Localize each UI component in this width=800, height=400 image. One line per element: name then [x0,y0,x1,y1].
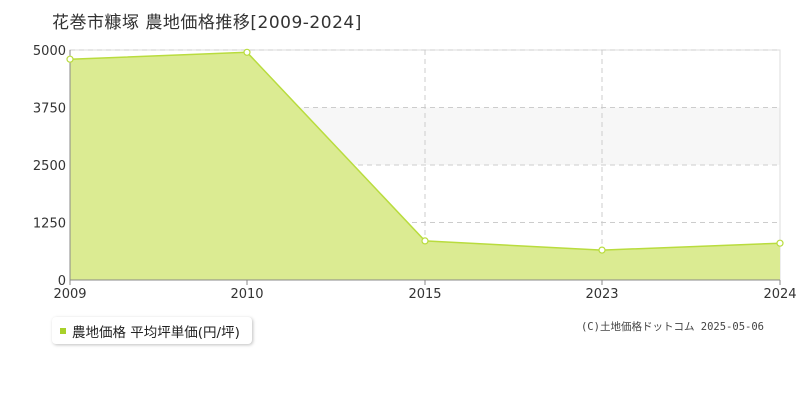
legend-label: 農地価格 平均坪単価(円/坪) [72,324,240,341]
y-tick-label: 2500 [33,159,66,174]
y-tick-label: 5000 [33,44,66,59]
data-point [66,55,74,63]
data-point [243,48,251,56]
data-point [421,237,429,245]
y-tick-label: 3750 [33,102,66,117]
data-point [776,239,784,247]
legend-swatch [60,327,66,334]
data-point [598,246,606,254]
y-tick-label: 0 [58,274,66,289]
y-tick-label: 1250 [33,217,66,232]
credit-text: (C)土地価格ドットコム 2025-05-06 [580,321,764,333]
legend: 農地価格 平均坪単価(円/坪) [52,317,252,344]
x-tick-label: 2024 [763,287,796,302]
x-tick-label: 2009 [53,287,86,302]
x-tick-label: 2010 [230,287,263,302]
series-area [70,52,780,280]
chart-title: 花巻市糠塚 農地価格推移[2009-2024] [52,13,362,33]
x-tick-label: 2015 [408,287,441,302]
x-tick-label: 2023 [585,287,618,302]
